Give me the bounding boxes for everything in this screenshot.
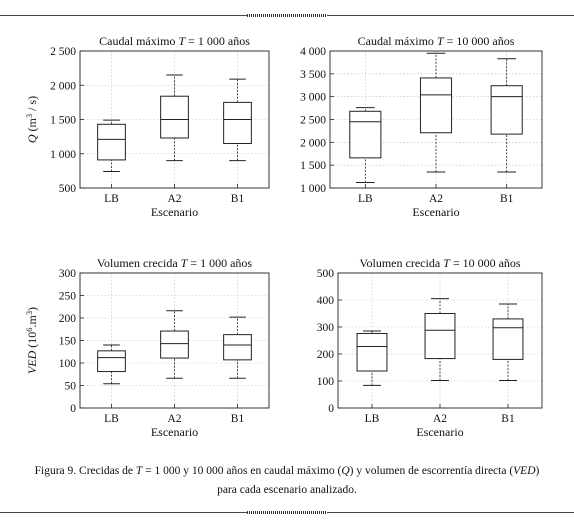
text-run: Q xyxy=(25,134,39,143)
text-run: T xyxy=(443,256,451,270)
ytick-label: 500 xyxy=(317,268,335,280)
caption-run: VED xyxy=(513,465,536,477)
ytick-label: 3 000 xyxy=(300,92,326,104)
text-run: T xyxy=(437,34,445,48)
box-iqr xyxy=(490,85,523,135)
caption-run: Figura 9. Crecidas de xyxy=(34,465,136,477)
box-iqr xyxy=(424,313,456,360)
caption-run: ) xyxy=(535,465,540,477)
ytick-label: 2 500 xyxy=(50,46,76,58)
caption-run: T xyxy=(135,465,143,477)
box-iqr xyxy=(97,123,126,161)
x-axis-label: Escenario xyxy=(412,205,459,219)
xtick-label: LB xyxy=(104,413,119,425)
boxplot-panel-1: 500 1 000 1 500 2 000 2 500 LB A2 B1 Escenario Ca… xyxy=(25,34,270,219)
text-run: / s) xyxy=(25,96,39,114)
ytick-label: 150 xyxy=(59,336,77,348)
text-run: (10 xyxy=(25,332,39,351)
caption-run: Q xyxy=(341,465,350,477)
xtick-label: A2 xyxy=(429,193,443,205)
text-run: .m xyxy=(25,315,39,328)
text-run: 3 xyxy=(25,114,34,118)
xtick-label: LB xyxy=(365,413,380,425)
caption-line-2: para cada escenario analizado. xyxy=(217,484,357,496)
box-iqr xyxy=(419,77,453,134)
caption-line-1: Figura 9. Crecidas de T = 1 000 y 10 000… xyxy=(0,462,574,481)
ytick-label: 100 xyxy=(59,358,77,370)
box-iqr xyxy=(97,350,126,373)
text-run: VED xyxy=(25,350,39,374)
ytick-label: 4 000 xyxy=(300,46,326,58)
box-iqr xyxy=(492,318,524,360)
ytick-label: 2 000 xyxy=(50,80,76,92)
ytick-label: 3 500 xyxy=(300,69,326,81)
ytick-label: 250 xyxy=(59,291,77,303)
chart-title: Caudal máximo T = 1 000 años xyxy=(99,34,250,48)
ytick-label: 2 500 xyxy=(300,115,326,127)
box-iqr xyxy=(356,332,388,372)
ytick-label: 2 000 xyxy=(300,137,326,149)
chart-title: Volumen crecida T = 10 000 años xyxy=(359,256,521,270)
boxplot-panel-4: 0 100 200 300 400 500 LB A2 B1 Escenario Volumen c… xyxy=(317,256,543,439)
text-run: = 1 000 años xyxy=(185,34,250,48)
x-axis-label: Escenario xyxy=(416,425,463,439)
text-run: = 10 000 años xyxy=(450,256,521,270)
ytick-label: 0 xyxy=(328,403,334,415)
x-axis-label: Escenario xyxy=(151,205,198,219)
caption-run: = 1 000 y 10 000 años en caudal máximo ( xyxy=(142,465,342,477)
ytick-label: 400 xyxy=(317,295,335,307)
xtick-label: A2 xyxy=(167,193,181,205)
text-run: T xyxy=(181,256,189,270)
text-run: 6 xyxy=(25,328,34,332)
ytick-label: 500 xyxy=(59,183,77,195)
text-run: Volumen crecida xyxy=(97,256,181,270)
ytick-label: 1 500 xyxy=(300,160,326,172)
box-iqr xyxy=(160,95,189,139)
boxplot-panel-2: 1 000 1 500 2 000 2 500 3 000 3 500 4 000 LB A2 B… xyxy=(300,34,543,219)
box-iqr xyxy=(223,334,252,361)
xtick-label: A2 xyxy=(167,413,181,425)
box-iqr xyxy=(223,101,252,144)
x-axis-label: Escenario xyxy=(151,425,198,439)
ytick-label: 1 000 xyxy=(50,149,76,161)
text-run: Caudal máximo xyxy=(99,34,178,48)
text-run: Caudal máximo xyxy=(358,34,437,48)
ytick-label: 300 xyxy=(59,268,77,280)
text-run: (m xyxy=(25,117,39,134)
boxplot-panel-3: 0 50 100 150 200 250 300 LB A2 B1 Escenario Volumen… xyxy=(25,256,270,439)
chart-title: Caudal máximo T = 10 000 años xyxy=(358,34,515,48)
ytick-label: 200 xyxy=(317,349,335,361)
xtick-label: LB xyxy=(358,193,373,205)
ytick-label: 1 000 xyxy=(300,183,326,195)
text-run: = 1 000 años xyxy=(187,256,252,270)
ytick-label: 100 xyxy=(317,376,335,388)
chart-title: Volumen crecida T = 1 000 años xyxy=(97,256,253,270)
y-axis-label: VED (106.m3) xyxy=(25,307,40,374)
text-run: = 10 000 años xyxy=(444,34,515,48)
ytick-label: 200 xyxy=(59,313,77,325)
xtick-label: B1 xyxy=(231,193,245,205)
box-iqr xyxy=(349,110,382,159)
figure-caption: Figura 9. Crecidas de T = 1 000 y 10 000… xyxy=(0,462,574,500)
caption-run: ) y volumen de escorrentía directa ( xyxy=(349,465,514,477)
xtick-label: LB xyxy=(104,193,119,205)
text-run: ) xyxy=(25,307,39,311)
text-run: T xyxy=(178,34,186,48)
xtick-label: B1 xyxy=(501,413,515,425)
box-iqr xyxy=(160,330,189,359)
ytick-label: 50 xyxy=(65,381,77,393)
xtick-label: B1 xyxy=(500,193,514,205)
ytick-label: 0 xyxy=(70,403,76,415)
xtick-label: B1 xyxy=(231,413,245,425)
ytick-label: 300 xyxy=(317,322,335,334)
text-run: 3 xyxy=(25,311,34,315)
ytick-label: 1 500 xyxy=(50,115,76,127)
top-rule-ornament xyxy=(247,14,327,17)
bottom-rule-ornament xyxy=(247,511,327,514)
y-axis-label: Q (m3 / s) xyxy=(25,96,40,143)
xtick-label: A2 xyxy=(433,413,447,425)
text-run: Volumen crecida xyxy=(359,256,443,270)
